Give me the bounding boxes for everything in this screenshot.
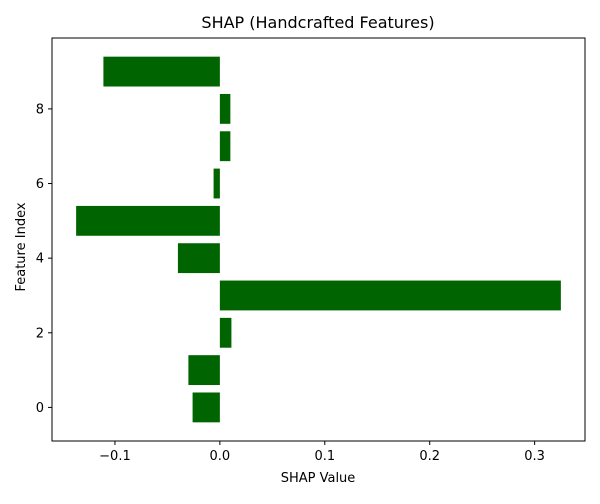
chart-title: SHAP (Handcrafted Features) (201, 13, 434, 32)
x-tick-label: 0.2 (419, 449, 440, 464)
plot-frame (51, 37, 586, 442)
bars-group (76, 56, 561, 423)
y-tick-label: 0 (36, 401, 44, 416)
bar-feature-6 (213, 168, 220, 199)
y-axis-label: Feature Index (14, 202, 29, 291)
x-tick-label: 0.1 (314, 449, 335, 464)
y-tick-label: 6 (36, 177, 44, 192)
bar-feature-8 (219, 93, 231, 124)
bar-feature-5 (76, 205, 220, 236)
bar-feature-4 (177, 243, 220, 274)
bar-feature-3 (219, 280, 561, 311)
bar-feature-2 (219, 317, 232, 348)
bar-feature-1 (188, 355, 220, 386)
x-axis-label: SHAP Value (281, 471, 356, 486)
x-tick-label: 0.3 (524, 449, 545, 464)
x-tick-label: 0.0 (210, 449, 231, 464)
bar-feature-0 (192, 392, 220, 423)
y-tick-label: 8 (36, 102, 44, 117)
y-tick-label: 2 (36, 326, 44, 341)
x-axis-ticks: −0.1 0.0 0.1 0.2 0.3 (99, 441, 545, 464)
bar-feature-9 (103, 56, 220, 87)
x-tick-label: −0.1 (99, 449, 131, 464)
y-axis-ticks: 0 2 4 6 8 (36, 102, 52, 416)
bar-feature-7 (219, 131, 231, 162)
y-tick-label: 4 (36, 252, 44, 267)
